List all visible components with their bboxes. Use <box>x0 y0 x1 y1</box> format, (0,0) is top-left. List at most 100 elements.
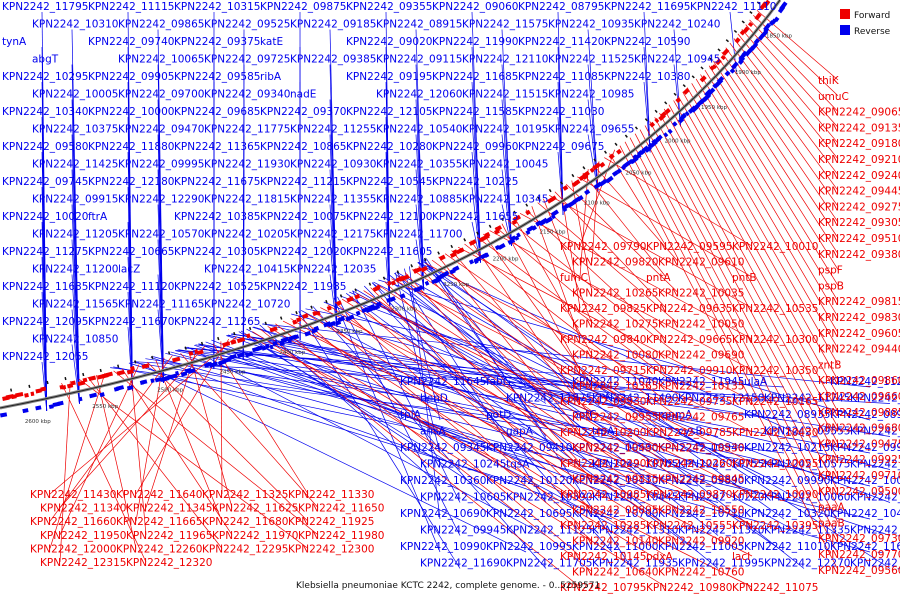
reverse-gene-label: KPN2242_12020 <box>260 246 346 258</box>
reverse-feature <box>535 220 542 227</box>
reverse-feature <box>516 232 521 238</box>
reverse-label-leader <box>153 356 871 553</box>
forward-gene-label: KPN2242_09560 <box>818 565 900 577</box>
reverse-gene-label: KPN2242_12270 <box>764 558 850 570</box>
reverse-gene-label: abgT <box>32 54 59 66</box>
forward-label-leader <box>398 275 667 464</box>
reverse-label-leader <box>395 272 441 454</box>
forward-feature <box>546 197 554 204</box>
reverse-gene-label: KPN2242_12180 <box>88 176 174 188</box>
reverse-gene-label: KPN2242_11685 <box>432 71 518 83</box>
reverse-gene-label: KPN2242_11930 <box>204 159 290 171</box>
forward-label-leader <box>629 137 839 539</box>
forward-gene-label: KPN2242_10550 <box>658 505 744 517</box>
reverse-gene-label: KPN2242_11115 <box>88 1 174 13</box>
reverse-gene-label: KPN2242_09700 <box>118 89 204 101</box>
forward-feature <box>649 121 656 128</box>
forward-label-leader <box>431 259 667 433</box>
reverse-feature <box>269 344 274 350</box>
forward-gene-label: KPN2242_09785 <box>646 427 732 439</box>
forward-gene-label: KPN2242_09830 <box>818 312 900 324</box>
forward-label-leader <box>444 253 679 417</box>
reverse-feature <box>272 340 278 347</box>
reverse-label-leader <box>194 344 547 470</box>
forward-feature <box>578 174 586 182</box>
reverse-label-leader <box>145 358 461 404</box>
forward-label-leader <box>663 108 839 428</box>
reverse-gene-label: KPN2242_11355 <box>290 194 376 206</box>
scale-tick-label: 2500 kbp <box>157 387 183 393</box>
reverse-gene-label: KPN2242_11935 <box>592 558 678 570</box>
reverse-gene-label: KPN2242_12100 <box>346 211 432 223</box>
reverse-feature <box>622 160 631 169</box>
reverse-feature <box>672 121 678 127</box>
forward-gene-label: KPN2242_12295 <box>202 543 288 555</box>
forward-gene-label: KPN2242_10085 <box>560 489 646 501</box>
reverse-feature <box>677 117 685 124</box>
reverse-gene-label: lacZ <box>118 264 140 276</box>
forward-label-leader <box>155 359 223 522</box>
reverse-gene-label: KPN2242_11815 <box>204 194 290 206</box>
feature-marker <box>673 92 677 96</box>
forward-label-leader <box>644 125 839 491</box>
reverse-feature <box>663 132 669 138</box>
forward-gene-label: KPN2242_09840 <box>560 334 646 346</box>
forward-gene-label: KPN2242_09275 <box>818 201 900 213</box>
forward-feature <box>599 161 606 168</box>
forward-label-leader <box>721 52 839 223</box>
reverse-gene-label: KPN2242_11670 <box>88 316 174 328</box>
forward-feature <box>35 388 42 394</box>
reverse-gene-label: KPN2242_10445 <box>592 492 678 504</box>
feature-marker <box>28 384 31 388</box>
reverse-gene-label: KPN2242_11320 <box>678 525 764 537</box>
feature-marker <box>463 238 467 242</box>
feature-marker <box>664 101 668 105</box>
forward-gene-label: KPN2242_09445 <box>818 186 900 198</box>
forward-label-leader <box>519 212 753 340</box>
forward-gene-label: KPN2242_10200 <box>560 427 646 439</box>
reverse-feature <box>687 105 697 114</box>
reverse-gene-label: KPN2242_10695 <box>486 508 572 520</box>
reverse-gene-label: KPN2242_11995 <box>678 558 764 570</box>
feature-marker <box>325 299 328 304</box>
scale-tick-label: 2250 kbp <box>443 282 469 288</box>
forward-feature <box>15 391 24 398</box>
reverse-gene-label: KPN2242_12175 <box>290 229 376 241</box>
reverse-feature <box>704 88 713 97</box>
forward-gene-label: KPN2242_09930 <box>560 396 646 408</box>
reverse-feature <box>337 316 346 323</box>
reverse-gene-label: KPN2242_09355 <box>346 1 432 13</box>
reverse-feature <box>386 297 392 303</box>
reverse-gene-label: KPN2242_10415 <box>204 264 290 276</box>
reverse-feature <box>550 209 559 217</box>
feature-marker <box>184 346 187 350</box>
forward-gene-label: KPN2242_10350 <box>732 365 818 377</box>
forward-label-leader <box>691 83 839 333</box>
feature-marker <box>749 11 753 14</box>
reverse-label-leaders <box>41 11 891 569</box>
forward-gene-label: KPN2242_10395 <box>732 520 818 532</box>
forward-label-leader <box>305 312 679 541</box>
forward-gene-label: KPN2242_09770 <box>818 549 900 561</box>
forward-feature <box>88 375 97 382</box>
forward-label-leader <box>634 133 839 523</box>
reverse-feature <box>737 58 744 65</box>
forward-feature <box>188 350 194 356</box>
reverse-label-leader <box>246 328 633 536</box>
reverse-feature <box>251 346 259 353</box>
reverse-gene-label: KPN2242_09875 <box>260 1 346 13</box>
feature-marker <box>450 244 454 249</box>
forward-feature <box>141 363 150 370</box>
reverse-label-leader <box>329 239 338 328</box>
forward-gene-label: KPN2242_12315 <box>40 557 126 569</box>
forward-label-leader <box>649 121 839 476</box>
forward-gene-label: KPN2242_10080 <box>572 350 658 362</box>
reverse-label-leader <box>240 330 527 520</box>
reverse-gene-label: KPN2242_10685 <box>850 492 900 504</box>
forward-feature <box>390 280 396 286</box>
forward-gene-label: KPN2242_10555 <box>646 520 732 532</box>
reverse-gene-label: KPN2242_10045 <box>462 159 548 171</box>
scale-tick-label: 2150 kbp <box>540 229 566 235</box>
forward-label-leader <box>320 307 753 526</box>
reverse-label-leader <box>165 352 871 520</box>
